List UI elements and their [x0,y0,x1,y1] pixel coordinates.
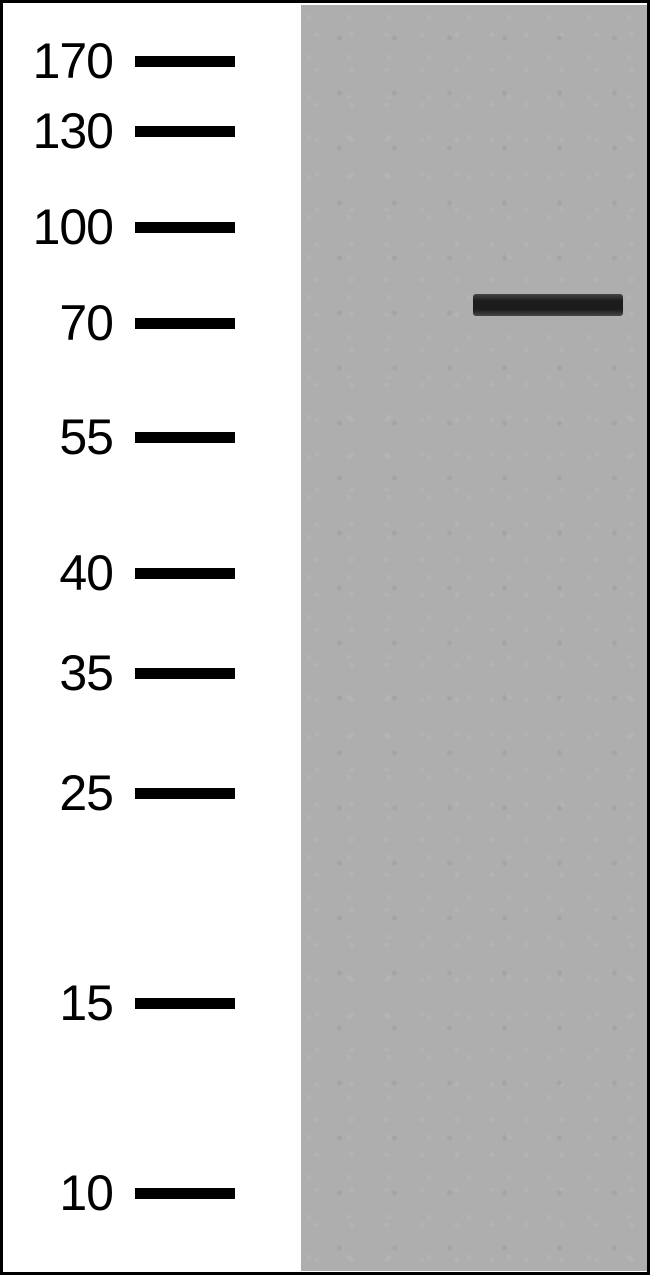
mw-marker-25: 25 [23,771,235,815]
mw-marker-tick [135,998,235,1009]
mw-marker-35: 35 [23,651,235,695]
mw-marker-label: 100 [23,198,113,256]
mw-marker-label: 40 [23,544,113,602]
mw-marker-label: 10 [23,1164,113,1222]
mw-marker-tick [135,568,235,579]
lane-1-control [301,5,469,1271]
mw-marker-label: 35 [23,644,113,702]
mw-marker-170: 170 [23,39,235,83]
blot-membrane [301,5,647,1271]
mw-marker-55: 55 [23,415,235,459]
mw-marker-tick [135,1188,235,1199]
mw-marker-label: 70 [23,294,113,352]
mw-marker-tick [135,222,235,233]
molecular-weight-ladder: 170 130 100 70 55 40 35 25 15 10 [3,3,303,1272]
mw-marker-40: 40 [23,551,235,595]
mw-marker-tick [135,56,235,67]
lane-2-sample [469,5,649,1271]
mw-marker-label: 170 [23,32,113,90]
mw-marker-tick [135,432,235,443]
protein-band [473,294,623,316]
mw-marker-15: 15 [23,981,235,1025]
mw-marker-tick [135,788,235,799]
mw-marker-tick [135,126,235,137]
mw-marker-100: 100 [23,205,235,249]
mw-marker-label: 15 [23,974,113,1032]
mw-marker-tick [135,318,235,329]
mw-marker-10: 10 [23,1171,235,1215]
mw-marker-label: 55 [23,408,113,466]
mw-marker-130: 130 [23,109,235,153]
mw-marker-70: 70 [23,301,235,345]
mw-marker-label: 25 [23,764,113,822]
mw-marker-tick [135,668,235,679]
mw-marker-label: 130 [23,102,113,160]
